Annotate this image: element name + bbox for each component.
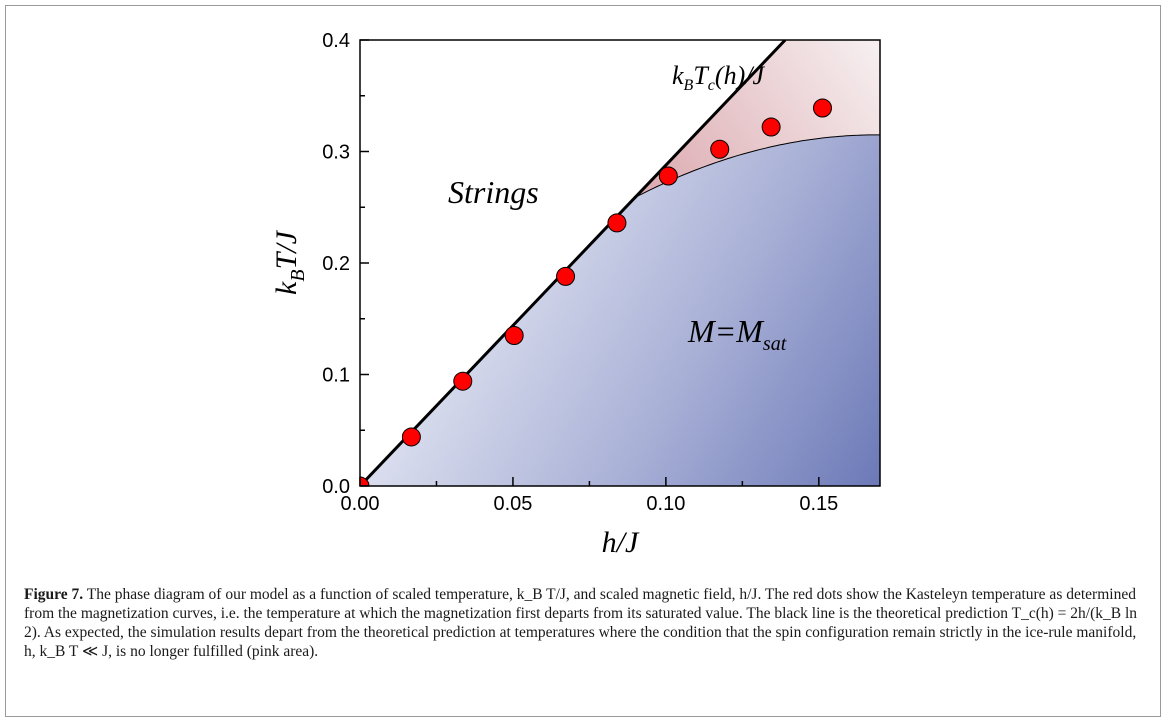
phase-diagram-chart: 0.00 0.05 0.10 0.15 0.0 0.1 0.2 0.3 0.4 h/J kBT/…	[270, 30, 881, 559]
saturated-region	[360, 134, 880, 486]
data-point	[761, 117, 781, 137]
saturated-region-label: M=Msat	[687, 313, 787, 355]
x-tick-label: 0.05	[493, 493, 532, 515]
data-point	[710, 139, 730, 159]
figure-label: Figure 7.	[24, 586, 84, 603]
x-axis-title: h/J	[602, 526, 640, 559]
data-point	[360, 476, 370, 486]
caption-text: The phase diagram of our model as a func…	[24, 586, 1138, 660]
theoretical-tc-line	[360, 40, 787, 486]
y-axis-title: kBT/J	[270, 229, 309, 295]
data-point	[607, 213, 627, 233]
data-point	[453, 371, 473, 391]
data-point	[658, 166, 678, 186]
y-tick-label: 0.4	[322, 30, 350, 52]
figure-caption: Figure 7. The phase diagram of our model…	[24, 585, 1144, 661]
x-tick-label: 0.15	[799, 493, 838, 515]
pink-region	[635, 40, 880, 198]
data-point	[812, 98, 832, 118]
data-point	[504, 325, 524, 345]
y-tick-label: 0.1	[322, 365, 350, 387]
data-point	[401, 427, 421, 447]
x-tick-label: 0.00	[341, 493, 380, 515]
data-point	[556, 266, 576, 286]
y-tick-label: 0.3	[322, 142, 350, 164]
x-tick-label: 0.10	[646, 493, 685, 515]
y-tick-label: 0.2	[322, 253, 350, 275]
y-tick-label: 0.0	[322, 476, 350, 498]
strings-region-label: Strings	[448, 174, 539, 210]
tc-line-label: kBTc(h)/J	[672, 61, 765, 94]
